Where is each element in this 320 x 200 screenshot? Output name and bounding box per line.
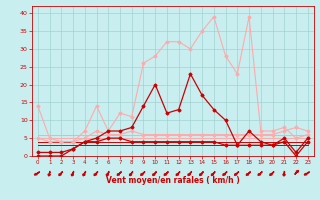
X-axis label: Vent moyen/en rafales ( km/h ): Vent moyen/en rafales ( km/h )	[106, 176, 240, 185]
